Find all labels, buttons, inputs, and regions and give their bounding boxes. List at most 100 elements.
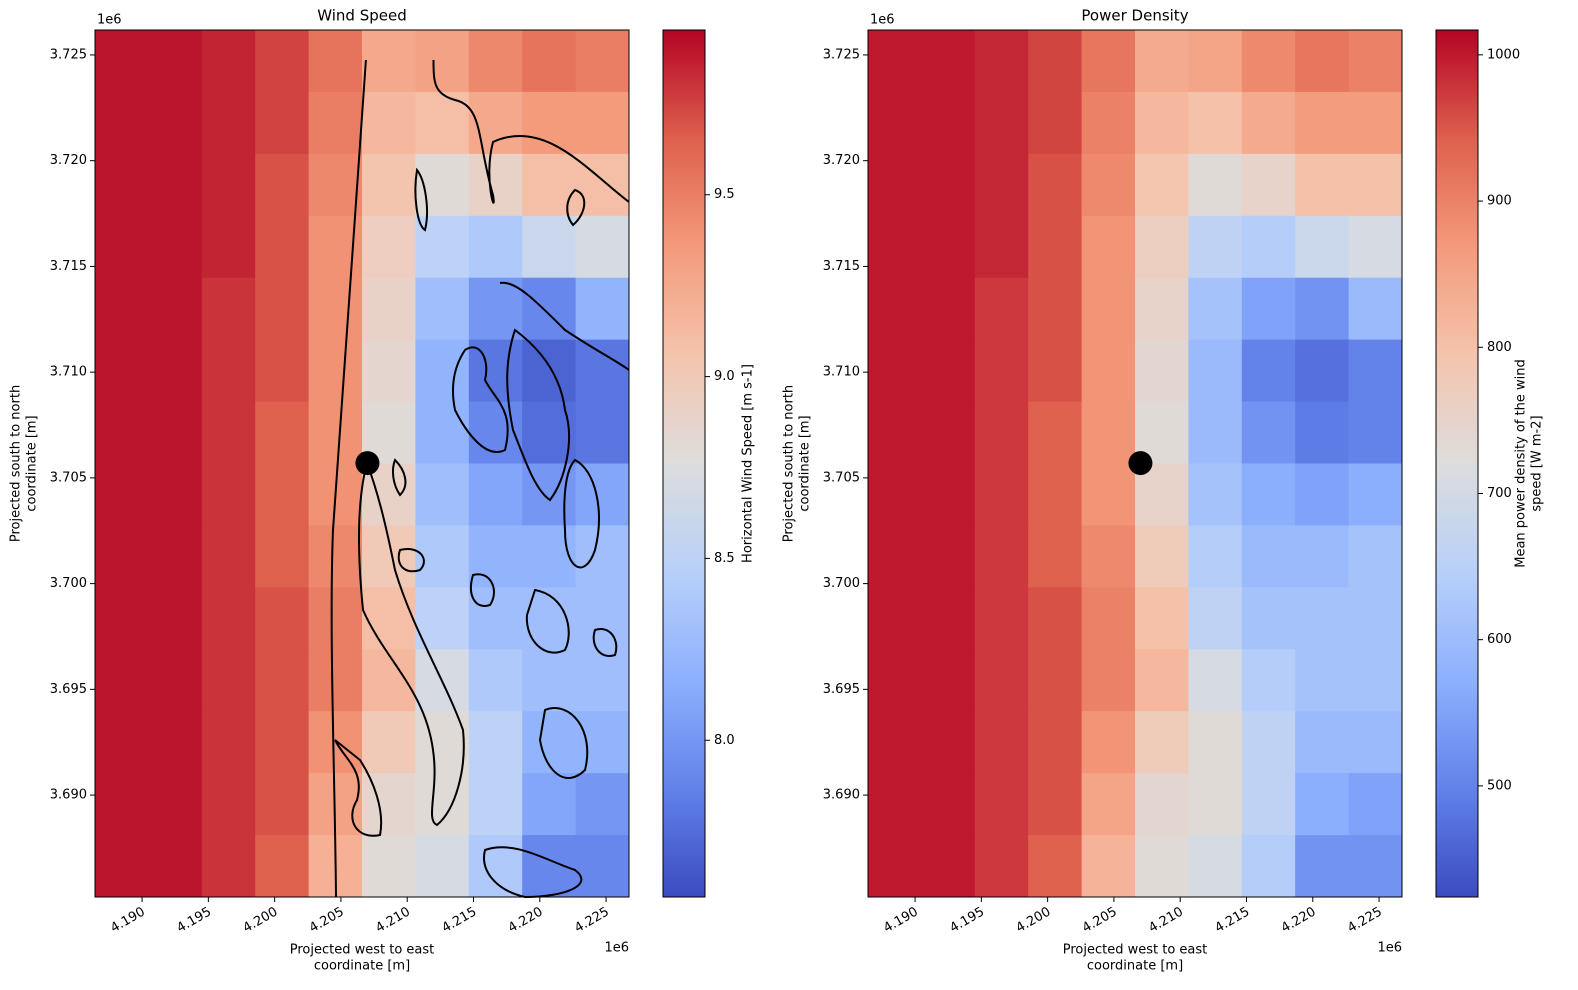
heatmap-cell (255, 463, 310, 526)
heatmap-cell (868, 153, 922, 217)
heatmap-cell (1348, 277, 1403, 341)
heatmap-cell (148, 711, 203, 774)
heatmap-cell (575, 835, 630, 898)
heatmap-cell (1081, 463, 1136, 526)
colorbar-label: Horizontal Wind Speed [m s-1] (741, 364, 756, 563)
heatmap-cell (575, 711, 630, 774)
heatmap-cell (415, 835, 470, 898)
heatmap-cell (415, 215, 470, 279)
heatmap-cell (308, 401, 363, 464)
heatmap-cell (1348, 587, 1403, 650)
heatmap-cell (468, 525, 523, 588)
heatmap-cell (1081, 587, 1136, 650)
heatmap-cell (255, 711, 310, 774)
heatmap-cell (1081, 30, 1136, 93)
y-tick-label: 3.715 (823, 259, 860, 274)
heatmap-cell (1081, 277, 1136, 341)
colorbar-tick-label: 9.0 (714, 369, 735, 384)
heatmap-cell (415, 30, 470, 93)
heatmap-cell (1028, 711, 1083, 774)
heatmap-cell (362, 587, 416, 650)
x-tick-label: 4.195 (947, 905, 987, 937)
heatmap-cell (1188, 587, 1243, 650)
heatmap-cell (1295, 773, 1350, 836)
colorbar-tick-label: 700 (1487, 486, 1512, 501)
contour (483, 846, 583, 899)
x-axis-label: coordinate [m] (314, 959, 410, 974)
heatmap-cell (1135, 525, 1189, 588)
heatmap-cell (974, 30, 1029, 93)
heatmap-cell (575, 587, 630, 650)
heatmap-cell (148, 153, 203, 217)
heatmap-cell (575, 525, 630, 588)
heatmap-cell (1081, 153, 1136, 217)
heatmap-cell (522, 215, 577, 279)
heatmap-cell (575, 30, 630, 93)
heatmap-cell (362, 835, 416, 898)
heatmap-cell (1348, 649, 1403, 712)
heatmap-cell (148, 649, 203, 712)
contour (470, 573, 495, 607)
y-tick-label: 3.710 (823, 365, 860, 380)
heatmap-cell (415, 773, 470, 836)
y-tick-label: 3.695 (50, 682, 87, 697)
heatmap-cell (201, 91, 256, 155)
heatmap-cell (868, 587, 922, 650)
heatmap-cell (1081, 649, 1136, 712)
heatmap-cell (1295, 525, 1350, 588)
heatmap-cell (1188, 463, 1243, 526)
heatmap-cell (974, 91, 1029, 155)
marker-point (1128, 451, 1153, 476)
heatmap-cell (868, 711, 922, 774)
heatmap-cell (201, 711, 256, 774)
heatmap-cell (1081, 401, 1136, 464)
heatmap-cell (868, 91, 922, 155)
heatmap-cell (1295, 711, 1350, 774)
heatmap-cell (1241, 835, 1296, 898)
heatmap-cell (522, 339, 577, 403)
marker-point (355, 451, 380, 476)
heatmap-cell (575, 649, 630, 712)
heatmap-cell (255, 587, 310, 650)
heatmap-cell (1241, 587, 1296, 650)
colorbar-tick-label: 800 (1487, 340, 1512, 355)
heatmap-cell (522, 525, 577, 588)
heatmap-panel: Wind Speed 4.190 4.195 4.200 4.205 4.210 4.215… (9, 7, 756, 974)
heatmap-cell (974, 153, 1029, 217)
heatmap-cell (921, 587, 976, 650)
heatmap-cell (1081, 773, 1136, 836)
y-tick-label: 3.700 (823, 576, 860, 591)
heatmap-cell (201, 463, 256, 526)
heatmap-cell (1295, 91, 1350, 155)
heatmap-cell (522, 649, 577, 712)
heatmap-cell (468, 649, 523, 712)
heatmap-cell (148, 587, 203, 650)
heatmap-cell (575, 277, 630, 341)
heatmap-cell (1241, 525, 1296, 588)
heatmap-cell (255, 401, 310, 464)
heatmap-cell (1241, 339, 1296, 403)
heatmap-cell (921, 463, 976, 526)
x-axis-label: coordinate [m] (1087, 959, 1183, 974)
heatmap-cell (575, 91, 630, 155)
heatmap-cell (1188, 401, 1243, 464)
heatmap-cell (974, 649, 1029, 712)
heatmap-cell (1295, 587, 1350, 650)
heatmap-cell (1081, 215, 1136, 279)
heatmap-cell (1348, 401, 1403, 464)
heatmap-cell (415, 401, 470, 464)
colorbar-tick-label: 900 (1487, 194, 1512, 209)
heatmap-cell (308, 91, 363, 155)
heatmap-cell (1348, 215, 1403, 279)
contour (397, 548, 425, 573)
heatmap-cell (575, 401, 630, 464)
x-offset-label: 1e6 (604, 941, 629, 956)
heatmap-cell (1348, 339, 1403, 403)
heatmap-cell (148, 463, 203, 526)
heatmap-cell (1028, 835, 1083, 898)
x-axis-label: Projected west to east (290, 943, 435, 958)
heatmap-cell (974, 835, 1029, 898)
heatmap-cell (468, 277, 523, 341)
heatmap-cell (1295, 153, 1350, 217)
heatmap-cell (1081, 339, 1136, 403)
